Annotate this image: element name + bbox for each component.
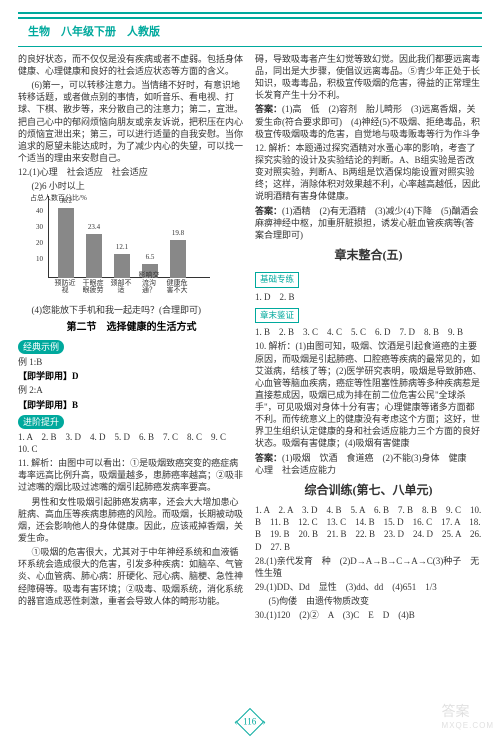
ans3: 答案：(1)吸烟 饮酒 食道癌 (2)不能(3)身体 健康 心理 社会适应能力 xyxy=(255,452,482,476)
section-2-title: 第二节 选择健康的生活方式 xyxy=(18,321,245,335)
content-columns: 的良好状态，而不仅仅是没有疾病或者不虚弱。包括身体健康、心理健康和良好的社会适应… xyxy=(18,53,482,624)
u-line1: 1. A 2. A 3. D 4. B 5. A 6. B 7. B 8. B … xyxy=(255,504,482,553)
left-p11b: 男性和女性吸烟引起肺癌发病率，还会大大增加患心脏病、高血压等疾病患肺癌的风险。而… xyxy=(18,496,245,545)
ex1: 例 1:B xyxy=(18,356,245,368)
chart-y-axis xyxy=(48,196,49,278)
bar-1 xyxy=(86,234,102,278)
page-number: ‹ 116 › xyxy=(0,712,500,732)
ans2-text: (1)酒精 (2)有无酒精 (3)减少(4)下降 (5)酗酒会麻痹神经中枢，加重… xyxy=(255,206,479,240)
base1: 1. D 2. B xyxy=(255,291,482,303)
ytick-20: 20 xyxy=(36,239,43,248)
right-top: 碍，导致吸毒者产生幻觉等致幻觉。因此我们都要远离毒品，同出是大步骤，使倡议远离毒… xyxy=(255,53,482,102)
box-base: 基础专练 xyxy=(255,272,299,287)
ans1-label: 答案： xyxy=(255,104,282,114)
bar-2-val: 12.1 xyxy=(112,243,132,252)
bracket-2: 【即学即用】B xyxy=(18,399,245,411)
bar-1-val: 23.4 xyxy=(84,223,104,232)
top-rule xyxy=(18,12,482,19)
u29b: (5)佝偻 由遗传物质改变 xyxy=(255,595,482,607)
left-p11: 11. 解析：由图中可以看出：①是吸烟致癌突变的癌症病毒率远高比例升高，吸烟量越… xyxy=(18,457,245,493)
bar-1-label: 干眼症眼疲劳 xyxy=(82,280,104,295)
q12-4: (4)您能放下手机和我一起走吗？(合理即可) xyxy=(18,304,245,316)
bar-4-val: 19.8 xyxy=(168,229,188,238)
adv-line: 1. A 2. B 3. D 4. D 5. D 6. B 7. C 8. C … xyxy=(18,431,245,455)
left-p2: (6)第一，可以转移注意力。当情绪不好时，有意识地转移话题，或者做点别的事情，如… xyxy=(18,79,245,164)
bar-4 xyxy=(170,240,186,278)
ans3-label: 答案： xyxy=(255,453,282,463)
right-p12: 12. 解析：本题通过探究酒精对水蚤心率的影响，考查了探究实验的设计及实验结论的… xyxy=(255,142,482,203)
bar-2 xyxy=(114,254,130,278)
right-p10: 10. 解析：(1)由图可知，吸烟、饮酒是引起食道癌的主要原因，而吸烟是引起肺癌… xyxy=(255,340,482,449)
label-advance: 进阶提升 xyxy=(18,415,64,429)
q12-2: (2)6 小时以上 xyxy=(18,180,245,192)
watermark-main: 答案 xyxy=(442,703,470,719)
box-zm: 章末鉴证 xyxy=(255,308,299,323)
ans1: 答案：(1)高 低 (2)容剂 胎儿畸形 (3)远离香烟，关爱生命(符合要求即可… xyxy=(255,103,482,139)
chapter-5-title: 章末整合(五) xyxy=(255,247,482,263)
bar-0 xyxy=(58,208,74,278)
zm-line1: 1. B 2. B 3. C 4. C 5. C 6. D 7. D 8. B … xyxy=(255,326,482,338)
label-classic: 经典示例 xyxy=(18,340,64,354)
ans2: 答案：(1)酒精 (2)有无酒精 (3)减少(4)下降 (5)酗酒会麻痹神经中枢… xyxy=(255,205,482,241)
bar-0-label: 预防近视 xyxy=(54,280,76,295)
page-header: 生物 八年级下册 人教版 xyxy=(18,23,482,47)
q12-1: 12.(1)心理 社会适应 社会适应 xyxy=(18,166,245,178)
watermark: 答案 MXQE.COM xyxy=(442,702,494,732)
bar-4-label: 健康危害不大 xyxy=(166,280,188,295)
ytick-10: 10 xyxy=(36,255,43,264)
u30: 30.(1)120 (2)② A (3)C E D (4)B xyxy=(255,609,482,621)
ans3-text: (1)吸烟 饮酒 食道癌 (2)不能(3)身体 健康 心理 社会适应能力 xyxy=(255,453,476,475)
ans2-label: 答案： xyxy=(255,206,282,216)
right-column: 碍，导致吸毒者产生幻觉等致幻觉。因此我们都要远离毒品，同出是大步骤，使倡议远离毒… xyxy=(255,53,482,624)
u28: 28.(1)亲代发育 种 (2)D→A→B→C→A→C(3)种子 无性生殖 xyxy=(255,555,482,579)
bar-0-val: 38.2 xyxy=(56,197,76,206)
left-p1: 的良好状态，而不仅仅是没有疾病或者不虚弱。包括身体健康、心理健康和良好的社会适应… xyxy=(18,53,245,77)
unit-title: 综合训练(第七、八单元) xyxy=(255,482,482,498)
bracket-1: 【即学即用】D xyxy=(18,370,245,382)
ytick-40: 40 xyxy=(36,207,43,216)
left-p11c: ①吸烟的危害很大，尤其对于中年神经系统和血液循环系统会造成很大的危害，引发多种疾… xyxy=(18,546,245,607)
page-number-value: 116 xyxy=(243,713,256,731)
bar-2-label: 颈部不适 xyxy=(110,280,132,295)
ytick-30: 30 xyxy=(36,223,43,232)
left-column: 的良好状态，而不仅仅是没有疾病或者不虚弱。包括身体健康、心理健康和良好的社会适应… xyxy=(18,53,245,624)
bar-chart: 占总人数百分比/% 40 30 20 10 38.2 预防近视 23.4 干眼症… xyxy=(30,196,210,296)
ans1-text: (1)高 低 (2)容剂 胎儿畸形 (3)远离香烟，关爱生命(符合要求即可) (… xyxy=(255,104,480,138)
bar-3-val: 6.5 xyxy=(140,253,160,262)
bar-3-label: 影响交流沟通？ xyxy=(138,272,160,294)
watermark-sub: MXQE.COM xyxy=(442,721,494,732)
ex2: 例 2:A xyxy=(18,384,245,396)
u29: 29.(1)DD、Dd 显性 (3)dd、dd (4)651 1/3 xyxy=(255,581,482,593)
